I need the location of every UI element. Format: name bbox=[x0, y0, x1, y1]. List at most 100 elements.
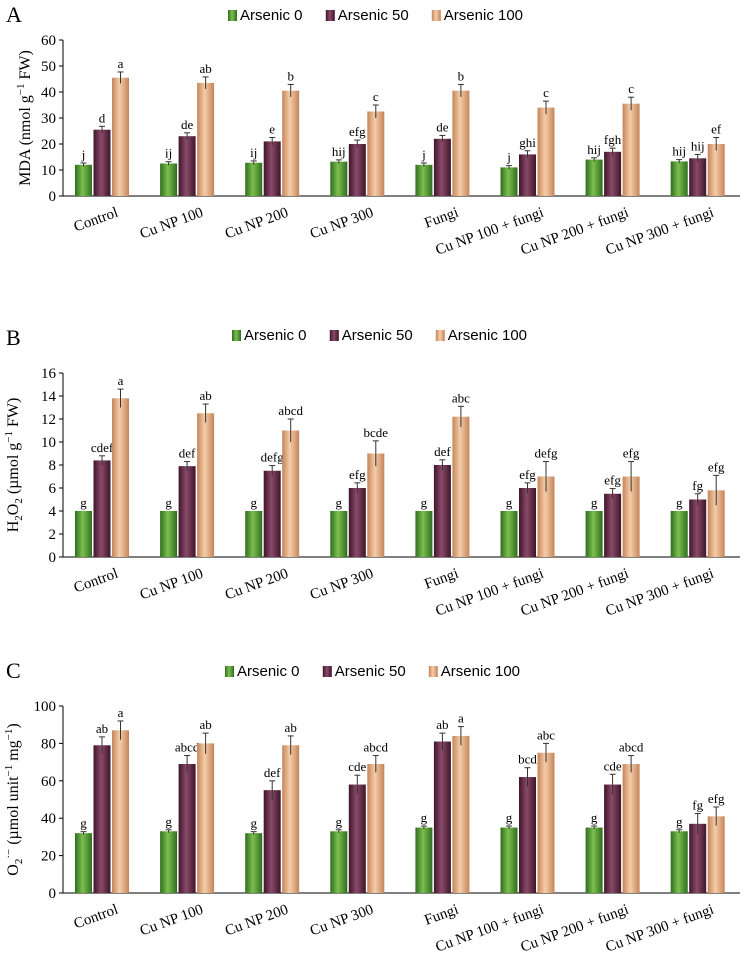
significance-label: g bbox=[336, 814, 343, 829]
y-tick-label: 80 bbox=[41, 736, 56, 752]
y-axis-label: MDA (nmol g−1 FW) bbox=[15, 50, 34, 186]
bar bbox=[500, 827, 518, 893]
significance-label: fg bbox=[692, 798, 703, 813]
bar bbox=[160, 163, 178, 196]
x-category-label: Cu NP 200 bbox=[223, 205, 291, 243]
significance-label: g bbox=[421, 810, 428, 825]
bar bbox=[670, 161, 688, 196]
y-tick-label: 60 bbox=[41, 33, 56, 49]
x-category-label: Fungi bbox=[422, 205, 460, 232]
bar bbox=[622, 763, 640, 893]
bar bbox=[585, 511, 603, 557]
significance-label: a bbox=[118, 373, 124, 388]
y-tick-label: 60 bbox=[41, 774, 56, 790]
bar bbox=[707, 816, 725, 893]
significance-label: g bbox=[165, 814, 172, 829]
significance-label: c bbox=[373, 89, 379, 104]
bar bbox=[197, 413, 215, 557]
significance-label: e bbox=[269, 122, 275, 137]
significance-label: ghi bbox=[519, 135, 536, 150]
legend-swatch bbox=[225, 666, 234, 677]
significance-label: fg bbox=[692, 478, 703, 493]
bar bbox=[670, 511, 688, 557]
significance-label: a bbox=[458, 711, 464, 726]
bar bbox=[330, 831, 348, 893]
y-tick-label: 100 bbox=[34, 699, 57, 715]
legend-label: Arsenic 100 bbox=[448, 327, 527, 344]
legend: Arsenic 0 Arsenic 50 Arsenic 100 bbox=[228, 7, 523, 24]
bar bbox=[75, 511, 92, 557]
significance-label: b bbox=[458, 68, 465, 83]
bar bbox=[433, 138, 451, 196]
bar bbox=[112, 398, 129, 557]
y-tick-label: 16 bbox=[41, 366, 57, 382]
bar bbox=[93, 129, 111, 196]
bar bbox=[348, 784, 366, 893]
legend-label: Arsenic 100 bbox=[441, 663, 520, 680]
bar bbox=[537, 107, 555, 196]
x-category-label: Control bbox=[72, 566, 121, 597]
legend-label: Arsenic 50 bbox=[335, 663, 406, 680]
bar bbox=[112, 730, 129, 893]
legend: Arsenic 0 Arsenic 50 Arsenic 100 bbox=[232, 327, 527, 344]
legend-label: Arsenic 50 bbox=[338, 7, 409, 24]
y-tick-label: 20 bbox=[41, 849, 56, 865]
bar bbox=[93, 745, 111, 893]
bar bbox=[197, 743, 215, 893]
significance-label: hij bbox=[672, 144, 686, 159]
bar bbox=[604, 784, 622, 893]
significance-label: bcde bbox=[364, 425, 389, 440]
y-tick-label: 30 bbox=[41, 111, 56, 127]
significance-label: bcd bbox=[518, 752, 537, 767]
x-category-label: Cu NP 100 bbox=[138, 566, 206, 604]
y-tick-label: 6 bbox=[49, 481, 57, 497]
bar bbox=[282, 745, 300, 893]
significance-label: j bbox=[506, 150, 511, 165]
significance-label: abc bbox=[537, 727, 555, 742]
significance-label: j bbox=[81, 147, 86, 162]
bar bbox=[537, 476, 555, 557]
bar bbox=[415, 164, 433, 196]
legend-label: Arsenic 50 bbox=[342, 327, 413, 344]
y-tick-label: 50 bbox=[41, 59, 56, 75]
significance-label: g bbox=[676, 814, 683, 829]
bar bbox=[452, 90, 470, 196]
bar bbox=[282, 90, 300, 196]
legend-swatch bbox=[322, 666, 332, 677]
legend-label: Arsenic 100 bbox=[444, 7, 523, 24]
legend: Arsenic 0 Arsenic 50 Arsenic 100 bbox=[225, 663, 520, 680]
bar bbox=[519, 488, 536, 557]
bar bbox=[707, 144, 725, 196]
bar bbox=[245, 833, 263, 893]
bar bbox=[433, 465, 451, 557]
legend-label: Arsenic 0 bbox=[244, 327, 307, 344]
y-tick-label: 40 bbox=[41, 85, 56, 101]
significance-label: efg bbox=[519, 467, 536, 482]
bar bbox=[689, 499, 707, 557]
x-category-label: Cu NP 200 bbox=[223, 566, 291, 604]
y-axis-label: O2·− (µmol unit−1 mg−1) bbox=[3, 723, 25, 875]
legend-swatch bbox=[329, 330, 339, 341]
y-tick-label: 14 bbox=[41, 389, 57, 405]
significance-label: g bbox=[676, 495, 683, 510]
bar bbox=[585, 827, 603, 893]
significance-label: efg bbox=[604, 473, 621, 488]
y-tick-label: 4 bbox=[49, 504, 57, 520]
significance-label: b bbox=[287, 68, 294, 83]
bar bbox=[367, 453, 385, 557]
significance-label: fgh bbox=[604, 132, 622, 147]
significance-label: g bbox=[336, 495, 343, 510]
x-category-label: Cu NP 100 bbox=[138, 205, 206, 243]
significance-label: g bbox=[591, 810, 598, 825]
bar bbox=[367, 763, 385, 893]
significance-label: cde bbox=[348, 759, 366, 774]
significance-label: abcd bbox=[364, 740, 389, 755]
significance-label: g bbox=[506, 495, 513, 510]
y-tick-label: 40 bbox=[41, 811, 56, 827]
legend-swatch bbox=[232, 330, 241, 341]
panels: A Arsenic 0 Arsenic 50 Arsenic 100010203040… bbox=[3, 2, 740, 956]
bar bbox=[178, 763, 196, 893]
x-category-label: Cu NP 300 bbox=[308, 566, 376, 604]
bar bbox=[178, 136, 196, 196]
significance-label: j bbox=[421, 147, 426, 162]
